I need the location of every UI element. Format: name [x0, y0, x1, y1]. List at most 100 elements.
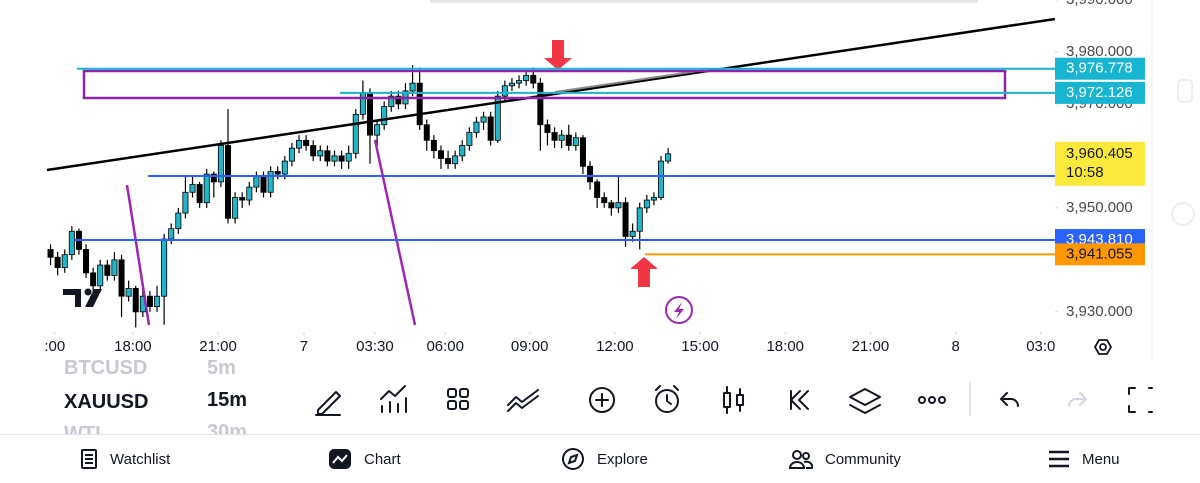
draw-tool[interactable] [315, 391, 341, 416]
candle-body [104, 264, 111, 276]
candle-body [54, 256, 61, 269]
candle-body [494, 95, 501, 141]
redo-tool[interactable] [1068, 392, 1087, 407]
interval[interactable]: 5m [207, 358, 236, 379]
symbol[interactable]: WTI [64, 423, 101, 434]
nav-label[interactable]: Community [825, 450, 901, 468]
candle-body [352, 113, 359, 154]
y-tick-label: 3,980.000 [1066, 43, 1133, 60]
alert-tool[interactable] [655, 385, 679, 413]
y-tick-label: 3,950.000 [1066, 199, 1133, 216]
nav-community[interactable]: Community [789, 447, 901, 471]
symbol[interactable]: XAUUSD [64, 391, 149, 413]
y-tick-label: 3,930.000 [1066, 303, 1133, 320]
candle-body [125, 288, 132, 297]
candle-body [90, 272, 97, 287]
candle-body [345, 152, 352, 162]
lightning-icon[interactable] [665, 296, 693, 324]
candle-body [508, 82, 515, 87]
layers-tool[interactable] [849, 388, 881, 414]
replay-tool[interactable] [790, 390, 809, 410]
interval[interactable]: 15m [207, 389, 248, 411]
settings-icon[interactable] [1093, 339, 1113, 355]
candle-body [83, 249, 90, 274]
candle-body [232, 197, 239, 219]
trend-line [46, 17, 1056, 172]
candle-body [161, 238, 168, 297]
nav-chart[interactable]: Chart [328, 447, 401, 471]
price-label-box [1055, 141, 1145, 186]
candle-body [409, 82, 416, 92]
candle-body [47, 249, 54, 258]
candle-body [118, 259, 125, 297]
candle-body [430, 139, 437, 152]
x-tick-label: 18:00 [766, 338, 804, 355]
fullscreen-tool[interactable] [1128, 387, 1153, 413]
candle-body [324, 150, 331, 162]
more-tool[interactable] [918, 396, 946, 404]
candle-body [594, 181, 601, 198]
candle-body [636, 207, 643, 232]
x-tick-label: 7 [300, 338, 308, 355]
candle-body [182, 191, 189, 214]
y-tick-label: 3,990.000 [1066, 0, 1133, 8]
interval[interactable]: 30m [207, 421, 248, 434]
candle-body [189, 184, 196, 193]
candle-body [175, 212, 182, 230]
nav-label[interactable]: Chart [364, 450, 401, 468]
candle-body [487, 116, 494, 141]
candle-body [530, 74, 537, 84]
overlay-button[interactable] [1177, 79, 1193, 103]
nav-label[interactable]: Watchlist [110, 450, 171, 468]
candle-body [203, 173, 210, 204]
candle-body [437, 150, 444, 159]
candle-body [615, 202, 622, 209]
x-tick-label: 06:00 [426, 338, 464, 355]
nav-watchlist[interactable]: Watchlist [80, 447, 170, 471]
nav-explore[interactable]: Explore [561, 447, 648, 471]
compare-tool[interactable] [507, 389, 539, 412]
candle-body [608, 202, 615, 209]
overlay-button[interactable] [1171, 202, 1195, 226]
candle-body [643, 199, 650, 209]
candle-body [650, 197, 657, 201]
chart-type-tool[interactable] [723, 386, 744, 414]
candle-body [658, 160, 665, 198]
x-tick-label: 12:00 [596, 338, 634, 355]
line-drawing [125, 184, 151, 326]
nav-label[interactable]: Explore [597, 450, 648, 468]
x-tick-label: 09:00 [511, 338, 549, 355]
nav-menu[interactable]: Menu [1048, 447, 1120, 471]
candle-body [565, 134, 572, 146]
candle-body [97, 264, 104, 287]
add-tool[interactable] [589, 387, 615, 413]
candle-body [459, 145, 466, 157]
candle-body [579, 137, 586, 167]
candle-body [217, 145, 224, 183]
price-label-box [1055, 57, 1145, 80]
arrow-up [630, 257, 658, 287]
symbol-list[interactable]: BTCUSD 5m XAUUSD 15m WTI 30m [0, 358, 300, 434]
candle-body [374, 124, 381, 136]
undo-tool[interactable] [1000, 392, 1019, 407]
templates-tool[interactable] [447, 388, 469, 410]
candle-body [61, 254, 68, 269]
candle-body [303, 139, 310, 146]
candle-body [381, 106, 388, 126]
symbol[interactable]: BTCUSD [64, 358, 148, 379]
indicators-tool[interactable] [380, 385, 407, 413]
price-label-box [1055, 243, 1145, 266]
candle-body [253, 176, 260, 188]
candle-body [558, 134, 565, 141]
candle-body [288, 147, 295, 162]
candle-body [473, 121, 480, 133]
candle-body [68, 230, 75, 256]
price-label: 3,960.405 [1066, 145, 1133, 162]
price-label: 3,976.778 [1066, 60, 1133, 77]
candle-body [331, 155, 338, 162]
x-tick-label: 8 [951, 338, 959, 355]
nav-label[interactable]: Menu [1082, 450, 1120, 468]
candle-body [622, 202, 629, 237]
candle-body [551, 132, 558, 141]
arrow-down [544, 40, 572, 70]
